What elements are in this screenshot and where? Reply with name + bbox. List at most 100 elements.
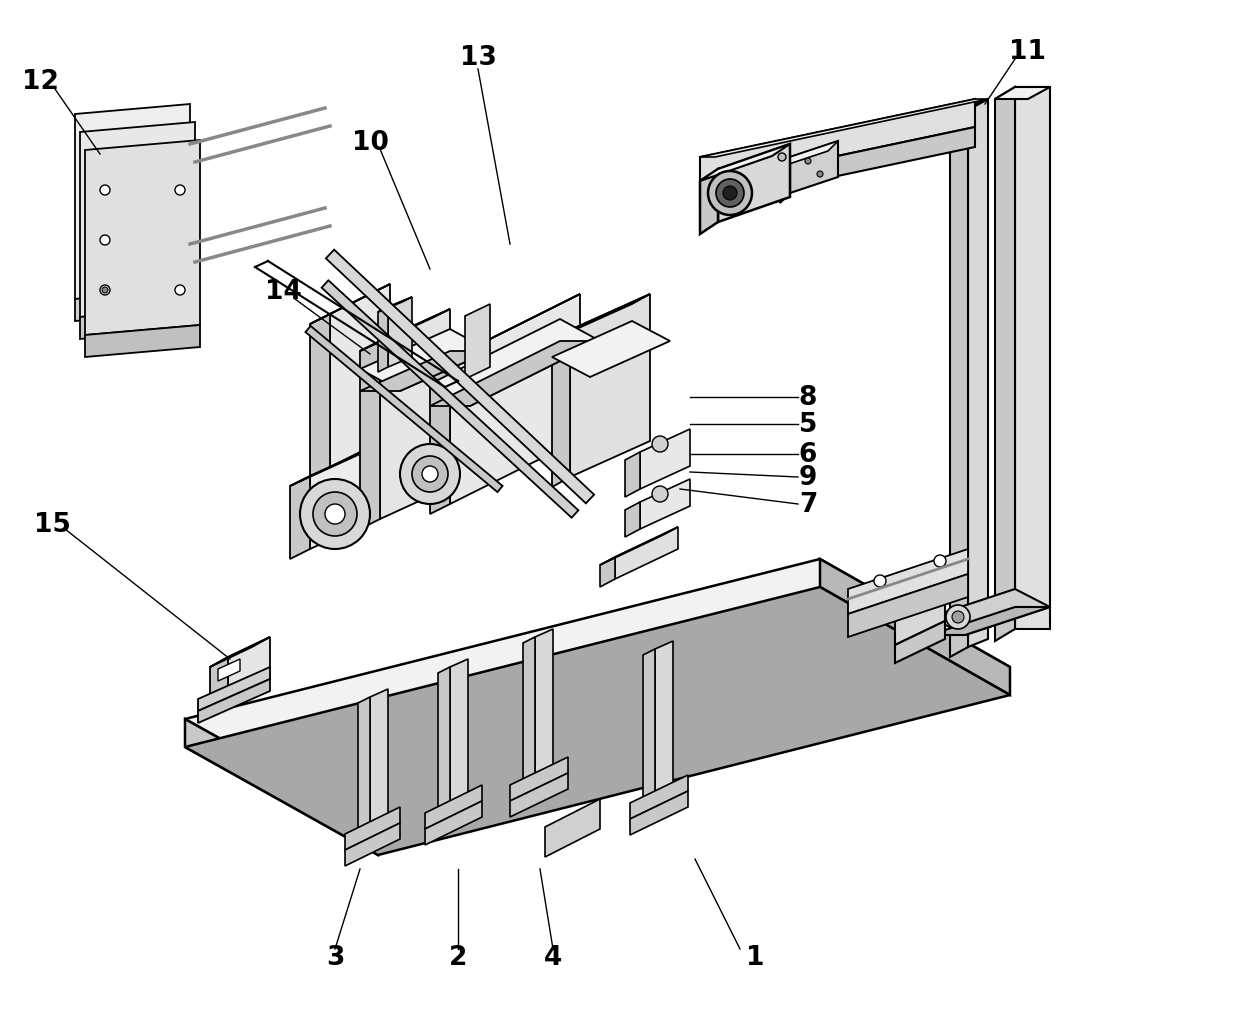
Polygon shape [425,786,482,829]
Polygon shape [378,298,412,313]
Polygon shape [450,659,467,827]
Circle shape [95,168,105,178]
Text: 6: 6 [799,441,817,468]
Polygon shape [950,108,968,657]
Polygon shape [360,341,379,530]
Polygon shape [655,641,673,819]
Polygon shape [330,284,391,468]
Polygon shape [570,294,650,478]
Text: 11: 11 [1009,39,1047,65]
Circle shape [95,218,105,228]
Text: 8: 8 [799,384,817,411]
Polygon shape [430,341,600,407]
Polygon shape [848,575,968,637]
Circle shape [95,268,105,278]
Polygon shape [321,281,578,519]
Text: 4: 4 [544,944,562,970]
Circle shape [422,467,438,483]
Polygon shape [310,284,391,325]
Polygon shape [74,289,190,322]
Polygon shape [379,310,450,520]
Circle shape [91,250,100,260]
Circle shape [91,150,100,160]
Polygon shape [701,170,718,234]
Polygon shape [701,100,975,185]
Polygon shape [701,100,988,158]
Circle shape [102,287,108,293]
Polygon shape [701,127,975,206]
Circle shape [946,605,970,630]
Polygon shape [81,123,195,318]
Polygon shape [378,308,388,373]
Circle shape [100,185,110,196]
Polygon shape [630,775,688,819]
Polygon shape [310,444,379,549]
Polygon shape [290,477,310,559]
Polygon shape [994,88,1016,641]
Circle shape [715,179,744,208]
Polygon shape [81,308,195,339]
Polygon shape [510,757,568,801]
Circle shape [652,486,668,502]
Polygon shape [185,559,1011,827]
Circle shape [412,457,448,492]
Polygon shape [345,807,401,850]
Polygon shape [326,251,594,503]
Circle shape [100,235,110,246]
Polygon shape [968,100,988,647]
Polygon shape [1016,88,1050,630]
Circle shape [100,285,110,296]
Polygon shape [360,330,490,391]
Polygon shape [358,697,370,851]
Circle shape [401,444,460,504]
Text: 9: 9 [799,465,817,490]
Polygon shape [640,430,689,489]
Circle shape [175,185,185,196]
Text: 12: 12 [21,69,58,95]
Circle shape [934,555,946,568]
Polygon shape [820,559,1011,695]
Polygon shape [345,823,401,866]
Polygon shape [644,649,655,825]
Polygon shape [74,105,190,300]
Circle shape [874,576,887,587]
Polygon shape [546,799,600,857]
Polygon shape [790,142,838,194]
Circle shape [805,159,811,165]
Circle shape [723,186,737,201]
Polygon shape [425,801,482,845]
Polygon shape [360,352,490,391]
Polygon shape [228,637,270,699]
Polygon shape [290,444,379,486]
Circle shape [777,154,786,162]
Polygon shape [615,528,678,580]
Circle shape [300,480,370,549]
Circle shape [170,268,180,278]
Polygon shape [895,622,945,663]
Polygon shape [930,607,1050,636]
Polygon shape [718,145,790,223]
Text: 1: 1 [745,944,764,970]
Polygon shape [86,141,200,335]
Polygon shape [438,667,450,834]
Polygon shape [465,305,490,380]
Circle shape [97,270,103,276]
Polygon shape [305,327,502,492]
Polygon shape [218,659,241,682]
Polygon shape [450,294,580,504]
Circle shape [817,172,823,178]
Polygon shape [370,689,388,845]
Polygon shape [198,680,270,723]
Polygon shape [848,549,968,614]
Text: 3: 3 [326,944,345,970]
Circle shape [708,172,751,216]
Polygon shape [994,88,1050,100]
Polygon shape [388,298,412,368]
Polygon shape [600,528,678,566]
Polygon shape [640,480,689,530]
Polygon shape [930,589,1050,636]
Polygon shape [552,294,650,340]
Polygon shape [210,637,270,667]
Circle shape [165,250,175,260]
Text: 7: 7 [799,491,817,518]
